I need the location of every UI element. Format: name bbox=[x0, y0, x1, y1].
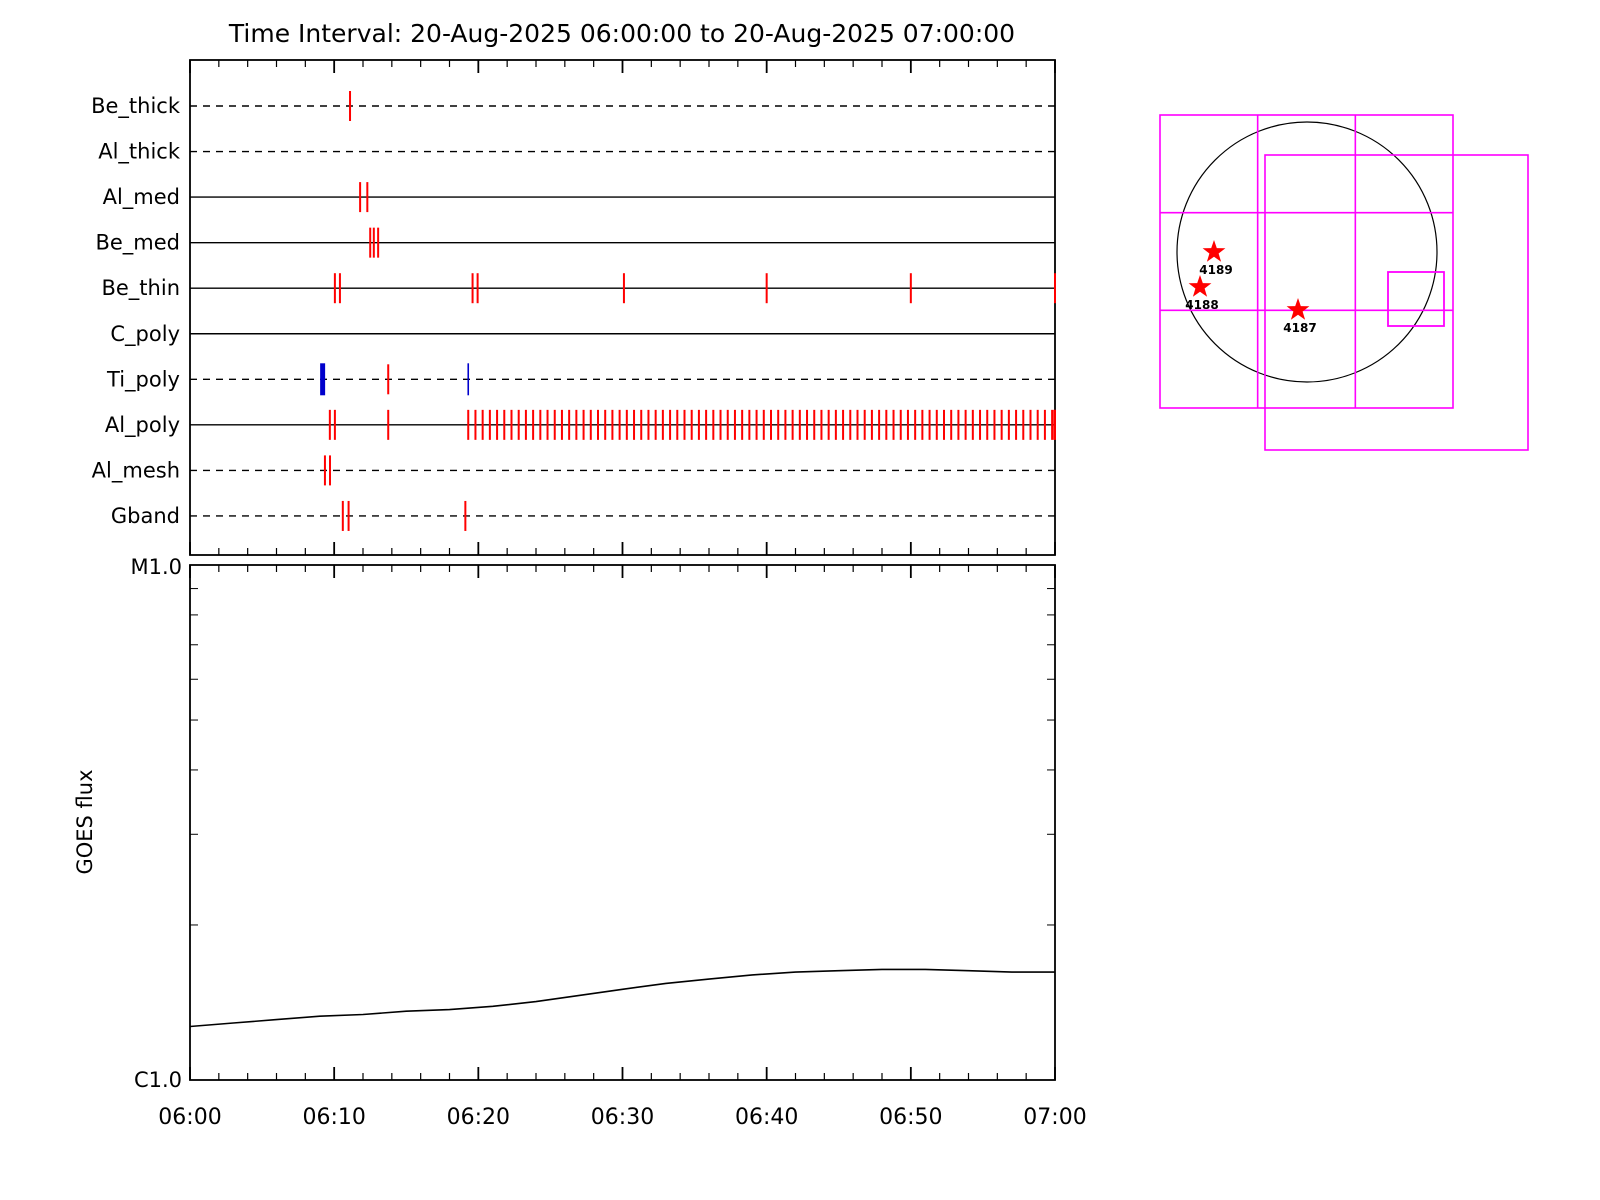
active-region-star bbox=[1286, 298, 1310, 320]
fov-grid-outline bbox=[1159, 114, 1454, 409]
x-tick-label: 06:20 bbox=[447, 1105, 510, 1130]
y-axis-bottom-label: C1.0 bbox=[134, 1068, 182, 1092]
filter-row-label: Be_thick bbox=[91, 94, 181, 119]
x-tick-label: 06:40 bbox=[735, 1105, 798, 1130]
chart-title: Time Interval: 20-Aug-2025 06:00:00 to 2… bbox=[228, 19, 1015, 48]
fov-small-rect bbox=[1387, 271, 1445, 327]
filter-row-label: Al_poly bbox=[105, 413, 180, 438]
solar-disk bbox=[1176, 121, 1438, 383]
active-region-star bbox=[1188, 275, 1212, 297]
x-tick-label: 06:50 bbox=[879, 1105, 942, 1130]
goes-panel-border bbox=[189, 564, 1056, 1081]
exposure-ticks-Ti_poly bbox=[320, 363, 470, 396]
filter-row-label: Ti_poly bbox=[106, 367, 180, 392]
active-region-label: 4187 bbox=[1283, 321, 1316, 335]
exposure-ticks-Be_med bbox=[369, 227, 380, 258]
active-region-label: 4188 bbox=[1185, 298, 1218, 312]
active-region-label: 4189 bbox=[1199, 263, 1232, 277]
exposure-ticks-Al_poly bbox=[328, 409, 1056, 440]
timeline-panel-border bbox=[189, 59, 1056, 556]
x-tick-label: 06:00 bbox=[158, 1105, 221, 1130]
filter-row-label: Be_thin bbox=[101, 276, 180, 301]
filter-row-label: Be_med bbox=[95, 231, 180, 256]
y-axis-title: GOES flux bbox=[73, 769, 97, 874]
exposure-ticks-Al_mesh bbox=[323, 455, 331, 486]
filter-row-label: Al_med bbox=[103, 185, 180, 210]
x-tick-label: 07:00 bbox=[1023, 1105, 1086, 1130]
filter-row-label: C_poly bbox=[110, 322, 180, 347]
active-region-star bbox=[1202, 240, 1226, 262]
filter-row-label: Gband bbox=[111, 504, 180, 528]
x-tick-label: 06:30 bbox=[591, 1105, 654, 1130]
filter-row-label: Al_thick bbox=[98, 140, 181, 165]
exposure-ticks-Be_thin bbox=[333, 273, 1056, 304]
goes-flux-curve bbox=[189, 968, 1055, 1028]
fov-offset-rect bbox=[1264, 154, 1529, 451]
filter-row-label: Al_mesh bbox=[92, 458, 180, 483]
exposure-ticks-Gband bbox=[341, 500, 467, 531]
y-axis-top-label: M1.0 bbox=[130, 555, 182, 579]
x-tick-label: 06:10 bbox=[302, 1105, 365, 1130]
exposure-ticks-Al_med bbox=[359, 182, 369, 213]
